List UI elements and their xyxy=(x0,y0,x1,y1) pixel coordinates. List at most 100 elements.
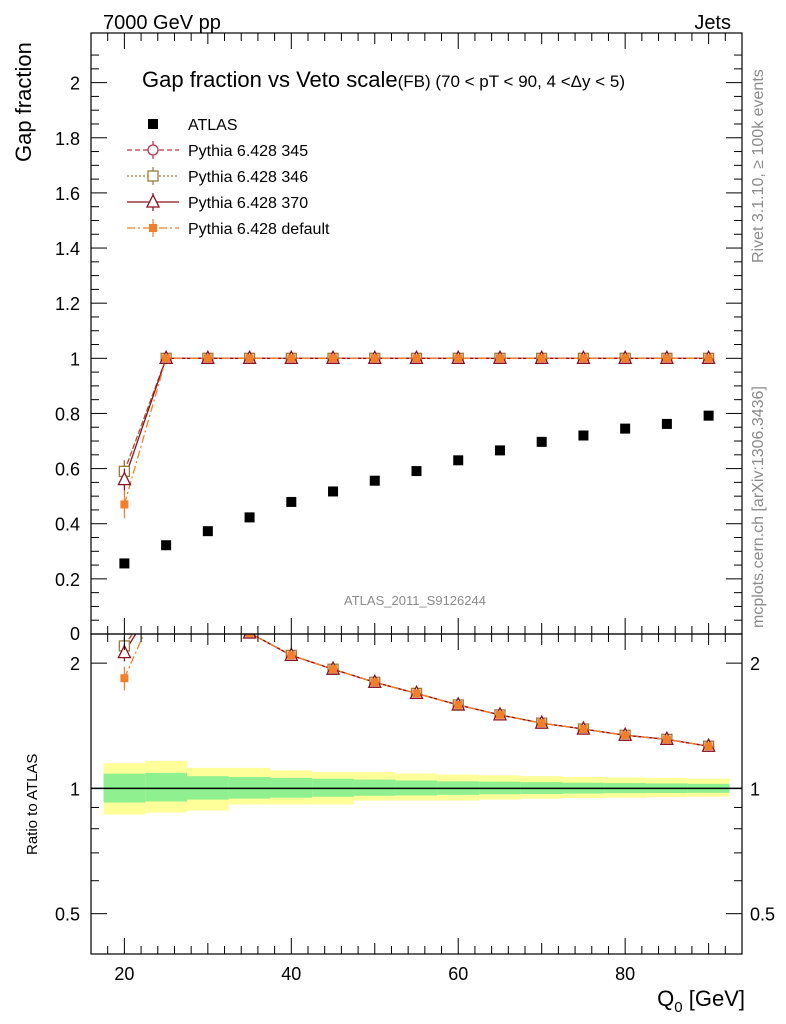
main-ylabel: Gap fraction xyxy=(11,42,36,162)
ratio-point-p370-1 xyxy=(160,577,172,589)
main-point-atlas-10 xyxy=(536,436,547,447)
main-point-default-2 xyxy=(203,354,212,363)
main-point-atlas-1 xyxy=(161,540,172,551)
ratio-point-default-8 xyxy=(454,700,463,709)
main-point-default-11 xyxy=(579,354,588,363)
legend-marker-p346 xyxy=(147,170,159,182)
ratio-frame xyxy=(90,633,743,955)
ratio-ytick-label-right: 0.5 xyxy=(750,905,775,925)
legend-label-default: Pythia 6.428 default xyxy=(188,221,330,238)
main-ytick-label: 0.8 xyxy=(55,404,80,424)
main-line-p370 xyxy=(123,357,709,480)
main-ytick-label: 0.4 xyxy=(55,515,80,535)
ratio-line-default xyxy=(123,634,709,747)
main-line-p346 xyxy=(123,357,709,472)
main-ytick-label: 1.8 xyxy=(55,129,80,149)
ratio-xtick-label: 80 xyxy=(615,964,635,984)
main-point-atlas-3 xyxy=(244,512,255,523)
main-point-default-13 xyxy=(662,354,671,363)
main-point-atlas-12 xyxy=(620,423,631,434)
ratio-point-default-3 xyxy=(245,634,254,637)
chart-title: Gap fraction vs Veto scale(FB) (70 < pT … xyxy=(142,67,625,92)
ratio-point-default-11 xyxy=(579,725,588,734)
analysis-watermark: ATLAS_2011_S9126244 xyxy=(344,593,486,608)
main-point-atlas-5 xyxy=(328,486,339,497)
ratio-point-p345-1 xyxy=(161,579,171,589)
mcplots-label: mcplots.cern.ch [arXiv:1306.3436] xyxy=(750,386,767,628)
legend-marker-atlas xyxy=(148,119,158,129)
main-point-default-5 xyxy=(329,354,338,363)
main-point-default-1 xyxy=(162,354,171,363)
main-point-atlas-0 xyxy=(119,558,130,569)
ratio-xtick-label: 60 xyxy=(448,964,468,984)
main-point-atlas-13 xyxy=(661,418,672,429)
ratio-point-default-14 xyxy=(704,742,713,751)
ratio-point-p370-2 xyxy=(202,603,214,615)
main-point-default-0 xyxy=(120,500,129,509)
main-point-default-12 xyxy=(621,354,630,363)
main-ytick-label: 0.6 xyxy=(55,460,80,480)
ratio-point-p346-2 xyxy=(203,605,213,615)
main-point-atlas-4 xyxy=(286,496,297,507)
ratio-point-p370-0 xyxy=(117,644,132,659)
ratio-point-default-9 xyxy=(495,710,504,719)
main-point-default-4 xyxy=(287,354,296,363)
ratio-xtick-label: 20 xyxy=(114,964,134,984)
main-line-p345 xyxy=(123,357,709,472)
main-point-default-3 xyxy=(245,354,254,363)
ratio-ytick-label-right: 1 xyxy=(750,779,760,799)
ratio-point-default-5 xyxy=(329,665,338,674)
ratio-ylabel: Ratio to ATLAS xyxy=(24,754,41,855)
main-point-default-9 xyxy=(495,354,504,363)
main-point-atlas-2 xyxy=(202,526,213,537)
ratio-point-default-12 xyxy=(621,731,630,740)
main-point-default-8 xyxy=(454,354,463,363)
main-point-default-7 xyxy=(412,354,421,363)
main-ytick-label: 1.6 xyxy=(55,184,80,204)
legend-label-p345: Pythia 6.428 345 xyxy=(188,143,308,160)
ratio-ytick-label-left: 2 xyxy=(70,654,80,674)
main-point-atlas-11 xyxy=(578,430,589,441)
chart-title-main: Gap fraction vs Veto scale xyxy=(142,67,398,92)
rivet-label: Rivet 3.1.10, ≥ 100k events xyxy=(750,69,767,263)
ratio-point-p346-1 xyxy=(161,579,171,589)
chart-subtitle: (FB) (70 < pT < 90, 4 <Δy < 5) xyxy=(398,72,625,91)
ratio-point-default-13 xyxy=(662,735,671,744)
band-inner-1 xyxy=(145,772,187,802)
legend-marker-p345 xyxy=(147,144,159,156)
ratio-xtick-label: 40 xyxy=(281,964,301,984)
main-point-atlas-8 xyxy=(453,455,464,466)
legend-marker-default xyxy=(149,224,157,232)
header-right: Jets xyxy=(694,12,731,34)
ratio-point-default-6 xyxy=(370,678,379,687)
ratio-ytick-label-left: 0.5 xyxy=(55,905,80,925)
header-left: 7000 GeV pp xyxy=(103,12,221,34)
main-ytick-label: 0.2 xyxy=(55,570,80,590)
main-point-atlas-14 xyxy=(703,410,714,421)
ratio-point-default-10 xyxy=(537,719,546,728)
legend-marker-p370 xyxy=(145,193,161,208)
legend-label-p346: Pythia 6.428 346 xyxy=(188,169,308,186)
main-ytick-zero: 0 xyxy=(70,624,80,644)
main-point-atlas-9 xyxy=(494,445,505,456)
main-point-p370-0 xyxy=(117,471,132,486)
ratio-point-default-1 xyxy=(162,580,170,588)
legend-label-atlas: ATLAS xyxy=(188,117,238,134)
ratio-point-default-0 xyxy=(120,674,129,683)
main-ytick-label: 1.4 xyxy=(55,239,80,259)
main-point-atlas-6 xyxy=(369,475,380,486)
main-ytick-label: 2 xyxy=(70,74,80,94)
main-ytick-label: 1.2 xyxy=(55,294,80,314)
ratio-point-default-2 xyxy=(204,606,212,614)
xaxis-title: Q0 [GeV] xyxy=(657,986,745,1016)
ratio-ytick-label-right: 2 xyxy=(750,654,760,674)
ratio-point-default-4 xyxy=(287,651,296,660)
main-point-atlas-7 xyxy=(411,466,422,477)
main-point-default-10 xyxy=(537,354,546,363)
ratio-point-default-7 xyxy=(412,689,421,698)
ratio-ytick-label-left: 1 xyxy=(70,779,80,799)
main-ytick-label: 1 xyxy=(70,349,80,369)
main-point-default-14 xyxy=(704,354,713,363)
legend-label-p370: Pythia 6.428 370 xyxy=(188,195,308,212)
